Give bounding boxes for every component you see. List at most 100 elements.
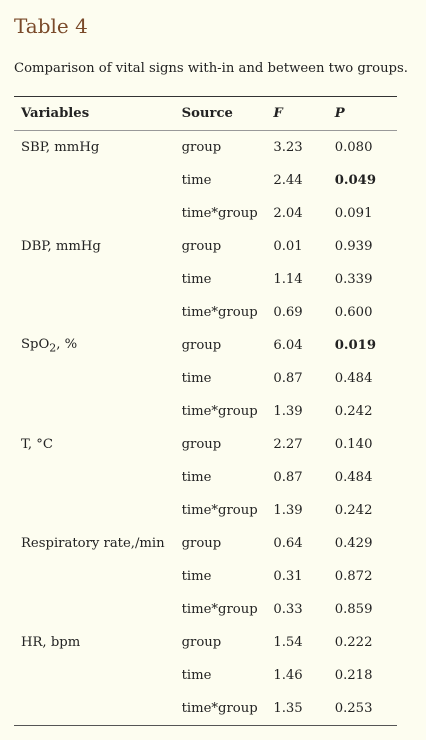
cell-p-value: 0.872 bbox=[334, 569, 373, 584]
cell-p-value: 0.242 bbox=[334, 503, 373, 518]
table-row: time 0.87 0.484 bbox=[14, 461, 397, 494]
table-row: time 1.46 0.218 bbox=[14, 659, 397, 692]
cell-f-value: 3.23 bbox=[273, 140, 303, 155]
table-row: time*group 1.39 0.242 bbox=[14, 494, 397, 527]
cell-p-value: 0.019 bbox=[334, 338, 376, 353]
table-row: time 0.31 0.872 bbox=[14, 560, 397, 593]
cell-p-value: 0.600 bbox=[334, 305, 373, 320]
cell-f-value: 0.01 bbox=[273, 239, 303, 254]
cell-variable bbox=[14, 659, 182, 692]
cell-source: time bbox=[181, 569, 212, 584]
cell-p-value: 0.859 bbox=[334, 602, 373, 617]
cell-source: time bbox=[181, 272, 212, 287]
table-body: SBP, mmHg group 3.23 0.080 time 2.44 0.049 time… bbox=[14, 131, 397, 726]
cell-f-value: 0.87 bbox=[273, 371, 303, 386]
cell-source: time*group bbox=[181, 602, 258, 617]
cell-source: time*group bbox=[181, 206, 258, 221]
cell-variable bbox=[14, 362, 182, 395]
cell-variable bbox=[14, 296, 182, 329]
table-header-row: Variables Source F P bbox=[14, 96, 397, 131]
cell-source: time bbox=[181, 371, 212, 386]
cell-source: time*group bbox=[181, 305, 258, 320]
cell-variable: SBP, mmHg bbox=[14, 131, 182, 165]
variable-label: SBP, mmHg bbox=[21, 140, 100, 155]
cell-f-value: 0.31 bbox=[273, 569, 303, 584]
cell-p-value: 0.218 bbox=[334, 668, 373, 683]
cell-source: time*group bbox=[181, 404, 258, 419]
table-row: time 1.14 0.339 bbox=[14, 263, 397, 296]
table-row: time*group 1.39 0.242 bbox=[14, 395, 397, 428]
cell-variable: SpO2, % bbox=[14, 329, 182, 362]
cell-f-value: 0.64 bbox=[273, 536, 303, 551]
cell-source: group bbox=[181, 536, 222, 551]
cell-p-value: 0.242 bbox=[334, 404, 373, 419]
cell-f-value: 1.14 bbox=[273, 272, 303, 287]
cell-source: group bbox=[181, 437, 222, 452]
variable-label: T, °C bbox=[21, 437, 53, 452]
variable-label: SpO bbox=[21, 336, 50, 352]
cell-source: time*group bbox=[181, 701, 258, 716]
cell-f-value: 1.39 bbox=[273, 503, 303, 518]
cell-f-value: 1.54 bbox=[273, 635, 303, 650]
cell-source: group bbox=[181, 338, 222, 353]
header-source: Source bbox=[181, 96, 274, 131]
cell-p-value: 0.253 bbox=[334, 701, 373, 716]
cell-variable bbox=[14, 494, 182, 527]
vital-signs-table: Variables Source F P SBP, mmHg group 3.23 0… bbox=[14, 96, 397, 726]
cell-p-value: 0.484 bbox=[334, 371, 373, 386]
table-row: HR, bpm group 1.54 0.222 bbox=[14, 626, 397, 659]
cell-f-value: 0.69 bbox=[273, 305, 303, 320]
cell-source: group bbox=[181, 635, 222, 650]
cell-variable: DBP, mmHg bbox=[14, 230, 182, 263]
cell-source: time bbox=[181, 668, 212, 683]
table-caption: Comparison of vital signs with-in and be… bbox=[14, 61, 408, 76]
cell-variable: HR, bpm bbox=[14, 626, 182, 659]
header-p: P bbox=[334, 96, 397, 131]
cell-p-value: 0.429 bbox=[334, 536, 373, 551]
cell-variable bbox=[14, 560, 182, 593]
table-row: DBP, mmHg group 0.01 0.939 bbox=[14, 230, 397, 263]
cell-p-value: 0.222 bbox=[334, 635, 373, 650]
variable-label: DBP, mmHg bbox=[21, 239, 101, 254]
variable-label: HR, bpm bbox=[21, 635, 81, 650]
table-row: time*group 0.69 0.600 bbox=[14, 296, 397, 329]
cell-variable: Respiratory rate,/min bbox=[14, 527, 182, 560]
cell-p-value: 0.140 bbox=[334, 437, 373, 452]
variable-subscript: 2 bbox=[49, 341, 57, 355]
cell-f-value: 0.33 bbox=[273, 602, 303, 617]
cell-variable: T, °C bbox=[14, 428, 182, 461]
cell-p-value: 0.091 bbox=[334, 206, 373, 221]
cell-source: group bbox=[181, 239, 222, 254]
cell-variable bbox=[14, 197, 182, 230]
cell-p-value: 0.939 bbox=[334, 239, 373, 254]
header-f: F bbox=[273, 96, 335, 131]
cell-f-value: 1.39 bbox=[273, 404, 303, 419]
cell-f-value: 6.04 bbox=[273, 338, 303, 353]
table-row: time*group 2.04 0.091 bbox=[14, 197, 397, 230]
table-row: time*group 1.35 0.253 bbox=[14, 692, 397, 726]
cell-source: time bbox=[181, 470, 212, 485]
cell-f-value: 1.35 bbox=[273, 701, 303, 716]
cell-variable bbox=[14, 593, 182, 626]
cell-p-value: 0.339 bbox=[334, 272, 373, 287]
table-row: SBP, mmHg group 3.23 0.080 bbox=[14, 131, 397, 165]
table-row: time 2.44 0.049 bbox=[14, 164, 397, 197]
header-variables: Variables bbox=[14, 96, 182, 131]
cell-source: time*group bbox=[181, 503, 258, 518]
cell-variable bbox=[14, 692, 182, 726]
cell-f-value: 0.87 bbox=[273, 470, 303, 485]
cell-p-value: 0.049 bbox=[334, 173, 376, 188]
cell-p-value: 0.080 bbox=[334, 140, 373, 155]
cell-source: time bbox=[181, 173, 212, 188]
cell-f-value: 2.04 bbox=[273, 206, 303, 221]
cell-variable bbox=[14, 461, 182, 494]
cell-f-value: 2.27 bbox=[273, 437, 303, 452]
cell-variable bbox=[14, 164, 182, 197]
variable-suffix: , % bbox=[56, 336, 78, 352]
table-row: SpO2, % group 6.04 0.019 bbox=[14, 329, 397, 362]
table-row: Respiratory rate,/min group 0.64 0.429 bbox=[14, 527, 397, 560]
cell-source: group bbox=[181, 140, 222, 155]
cell-f-value: 1.46 bbox=[273, 668, 303, 683]
table-title: Table 4 bbox=[14, 14, 88, 38]
cell-variable bbox=[14, 395, 182, 428]
